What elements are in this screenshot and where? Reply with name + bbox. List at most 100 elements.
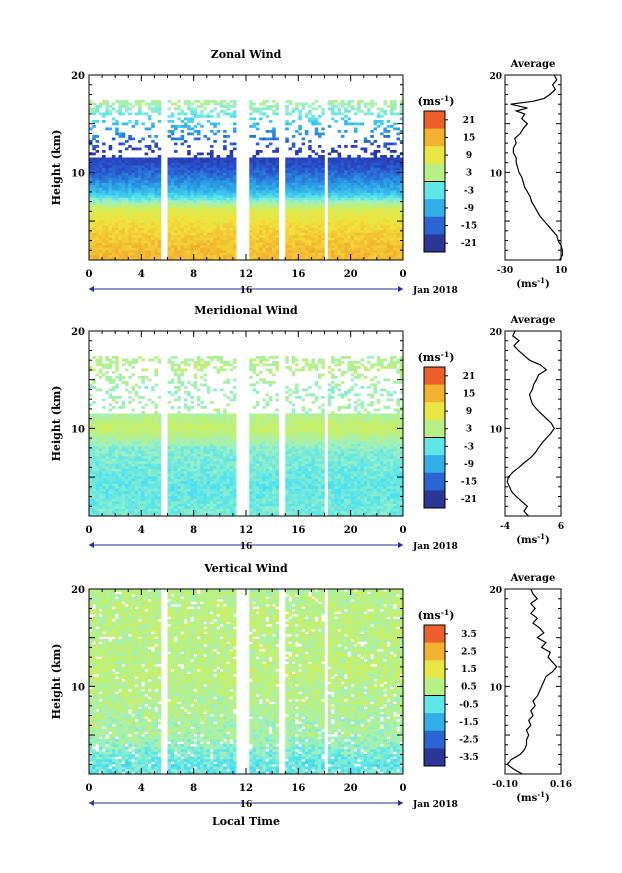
heat-cell	[327, 212, 332, 216]
heat-cell	[331, 167, 335, 171]
heat-cell	[124, 453, 129, 457]
heat-cell	[370, 105, 374, 108]
heat-cell	[144, 250, 149, 253]
heat-cell	[118, 508, 123, 512]
heat-cell	[154, 205, 158, 208]
heat-cell	[141, 160, 145, 163]
heat-cell	[167, 180, 172, 183]
heat-cell	[183, 177, 188, 181]
heat-cell	[196, 257, 201, 261]
heat-cell	[134, 255, 139, 258]
heat-cell	[124, 383, 129, 387]
heat-cell	[183, 205, 188, 208]
heat-cell	[89, 202, 93, 206]
heat-cell	[353, 180, 358, 183]
heat-cell	[190, 160, 194, 163]
heat-cell	[301, 180, 306, 183]
heat-cell	[353, 257, 358, 261]
heat-cell	[92, 152, 96, 156]
heat-cell	[89, 421, 93, 424]
heat-cell	[95, 418, 100, 422]
heat-cell	[334, 100, 338, 103]
heat-cell	[111, 501, 116, 504]
heat-cell	[252, 167, 257, 171]
heat-cell	[268, 182, 273, 186]
heat-cell	[340, 245, 345, 248]
x-tick-label: 4	[138, 269, 145, 280]
heat-cell	[183, 215, 188, 218]
heat-cell	[331, 232, 335, 236]
heat-cell	[317, 215, 322, 218]
heat-cell	[367, 102, 371, 106]
heat-cell	[102, 160, 106, 163]
heat-cell	[393, 127, 397, 131]
heat-cell	[144, 217, 149, 221]
heat-cell	[196, 192, 201, 196]
heat-cell	[92, 157, 96, 161]
heat-cell	[167, 162, 172, 166]
heat-cell	[357, 172, 361, 176]
heat-cell	[350, 182, 355, 186]
heat-cell	[147, 157, 152, 161]
heat-cell	[223, 252, 227, 256]
heat-cell	[183, 185, 188, 188]
heat-cell	[340, 237, 345, 241]
heat-cell	[353, 160, 358, 163]
heat-cell	[344, 182, 348, 186]
heat-cell	[360, 185, 365, 188]
heat-cell	[321, 165, 325, 168]
heat-cell	[363, 200, 368, 203]
heat-cell	[138, 200, 142, 203]
heat-cell	[167, 175, 172, 178]
heat-cell	[308, 225, 312, 228]
heat-cell	[95, 150, 100, 153]
heat-cell	[386, 245, 391, 248]
heat-cell	[308, 120, 312, 123]
heat-cell	[321, 182, 325, 186]
heat-cell	[344, 130, 348, 133]
heat-cell	[124, 220, 129, 223]
heat-cell	[376, 175, 381, 178]
heat-cell	[331, 197, 335, 201]
heat-cell	[353, 197, 358, 201]
heat-cell	[255, 110, 260, 113]
heat-cell	[262, 200, 266, 203]
heat-cell	[196, 182, 201, 186]
heat-cell	[288, 202, 293, 206]
heat-cell	[102, 506, 106, 509]
heat-cell	[105, 451, 109, 454]
heat-cell	[291, 165, 296, 168]
heat-cell	[111, 235, 116, 238]
heat-cell	[223, 220, 227, 223]
heat-cell	[89, 177, 93, 181]
heat-cell	[331, 257, 335, 261]
heat-cell	[180, 212, 185, 216]
heat-cell	[183, 212, 188, 216]
heat-cell	[174, 245, 178, 248]
heat-cell	[180, 245, 185, 248]
heat-cell	[396, 207, 401, 211]
heat-cell	[193, 247, 198, 251]
heat-cell	[363, 237, 368, 241]
heat-cell	[363, 245, 368, 248]
heat-cell	[344, 180, 348, 183]
heat-cell	[321, 207, 325, 211]
heat-cell	[370, 215, 374, 218]
heat-cell	[389, 182, 394, 186]
heat-cell	[111, 192, 116, 196]
heat-cell	[95, 488, 100, 492]
heat-cell	[131, 165, 136, 168]
heat-cell	[380, 185, 384, 188]
heat-cell	[193, 125, 198, 128]
heat-cell	[177, 162, 181, 166]
heat-cell	[249, 105, 253, 108]
heat-cell	[102, 441, 106, 444]
heat-cell	[216, 215, 221, 218]
heat-cell	[357, 245, 361, 248]
heat-cell	[373, 172, 378, 176]
heat-cell	[141, 157, 145, 161]
heat-cell	[138, 147, 142, 151]
heat-cell	[121, 476, 126, 479]
heat-cell	[219, 217, 224, 221]
heat-cell	[229, 162, 234, 166]
